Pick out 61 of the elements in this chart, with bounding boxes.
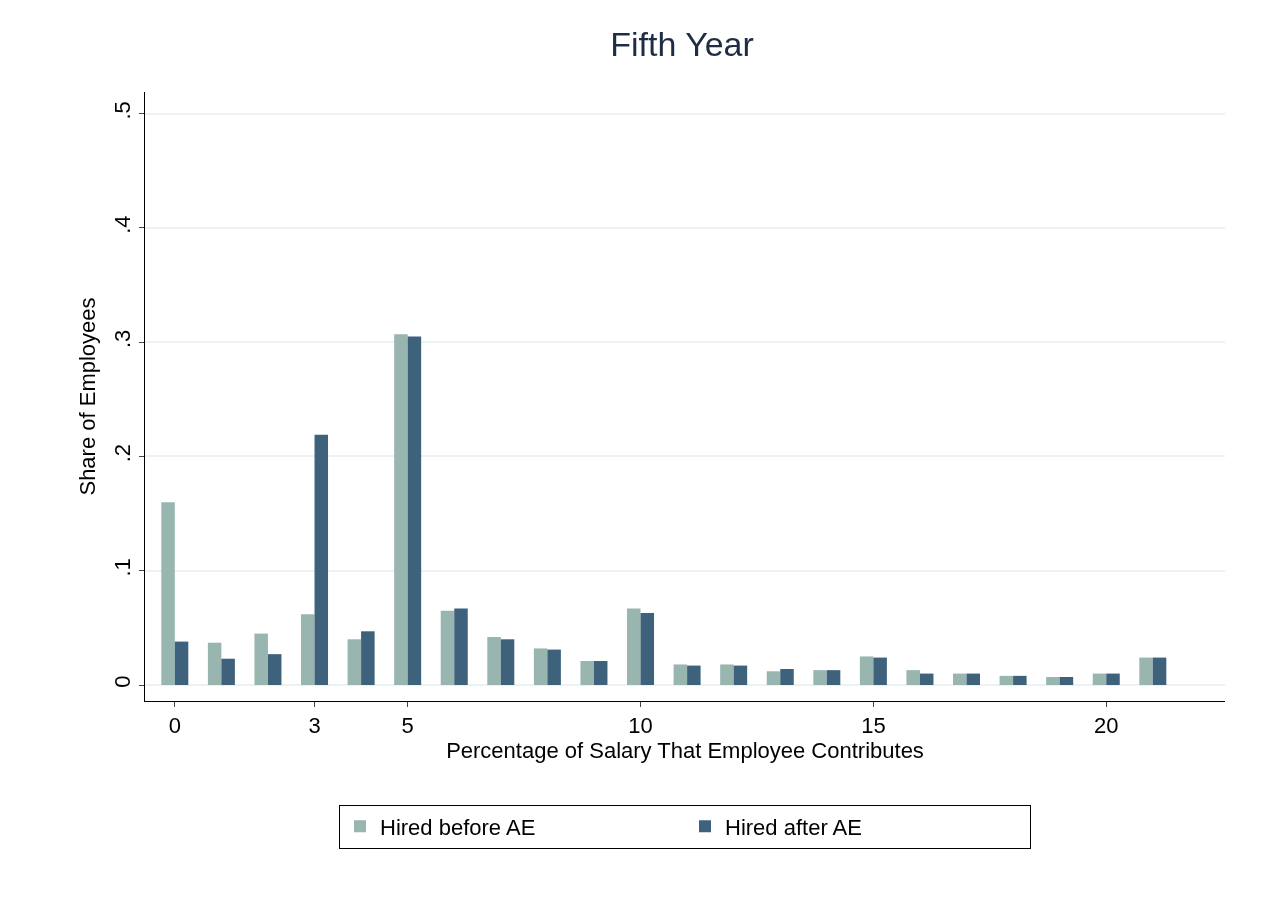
bar: [906, 670, 920, 685]
bar: [687, 665, 701, 685]
y-tick-label: .3: [110, 329, 136, 349]
legend-label: Hired before AE: [380, 814, 536, 840]
bar: [593, 661, 608, 685]
y-tick-label: .1: [110, 558, 136, 577]
bar: [999, 675, 1014, 685]
bar: [919, 673, 934, 685]
bar: [361, 631, 375, 685]
y-tick-label: .4: [110, 215, 136, 234]
bar: [580, 661, 594, 685]
bar: [1059, 677, 1074, 685]
x-tick-label: 5: [401, 713, 414, 739]
bar: [1139, 657, 1153, 685]
bar: [487, 637, 501, 685]
bar: [1106, 673, 1120, 685]
bar: [673, 664, 688, 685]
chart-title: Fifth Year: [610, 24, 754, 63]
bar: [873, 657, 887, 685]
y-tick-label: .2: [110, 444, 136, 463]
bar: [301, 614, 315, 685]
bar: [254, 633, 268, 685]
x-tick-label: 15: [861, 713, 886, 739]
bar: [953, 673, 967, 685]
y-tick-label: .5: [110, 101, 136, 120]
bar: [826, 670, 841, 685]
bar: [500, 639, 515, 685]
bar: [640, 613, 655, 685]
bar: [314, 434, 329, 685]
bar: [859, 656, 874, 685]
bar: [733, 665, 748, 685]
y-tick-label: 0: [110, 675, 136, 688]
bar: [407, 336, 422, 685]
bar: [720, 664, 734, 685]
bar: [347, 639, 362, 685]
x-tick-label: 0: [168, 713, 181, 739]
bar: [966, 673, 981, 685]
y-axis-title: Share of Employees: [75, 297, 100, 496]
legend-label: Hired after AE: [725, 814, 862, 840]
bar: [207, 642, 222, 685]
bar: [533, 648, 548, 685]
bar: [221, 658, 235, 685]
x-axis-title: Percentage of Salary That Employee Contributes: [446, 738, 924, 764]
bar: [161, 502, 175, 685]
bar: [1092, 673, 1107, 685]
x-tick-label: 20: [1094, 713, 1119, 739]
bar: [780, 669, 794, 685]
bar: [1013, 675, 1027, 685]
bar: [547, 649, 561, 685]
bar: [627, 608, 641, 685]
bar: [394, 334, 408, 685]
bar: [1046, 677, 1060, 685]
x-tick-label: 10: [628, 713, 653, 739]
bar: [174, 641, 189, 685]
bar: [813, 670, 827, 685]
bar: [1152, 657, 1167, 685]
x-tick-label: 3: [308, 713, 321, 739]
bar: [454, 608, 468, 685]
bar: [267, 654, 282, 685]
bar: [440, 610, 455, 685]
bar: [766, 671, 781, 685]
